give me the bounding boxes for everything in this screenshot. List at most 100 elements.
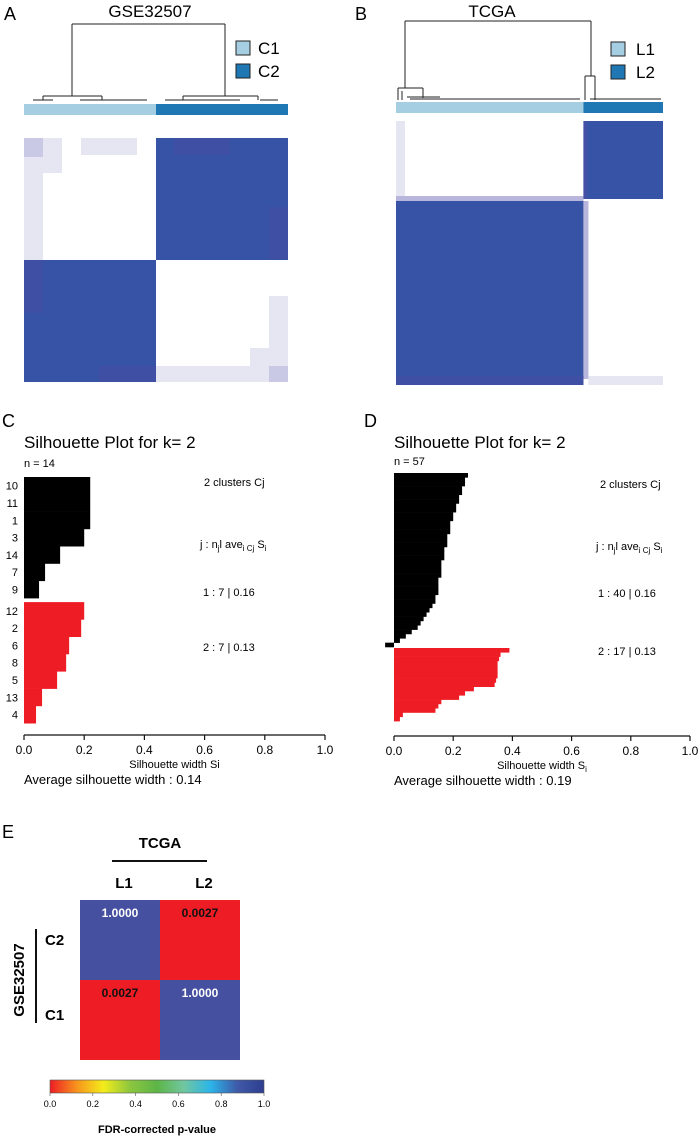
cluster-bar-segment — [583, 102, 663, 113]
heatmap-cell — [160, 980, 240, 1060]
silhouette-bar — [394, 568, 442, 574]
silhouette-bar — [394, 716, 400, 722]
panel-c-letter: C — [2, 411, 15, 431]
panel-d-letter: D — [364, 411, 377, 431]
silhouette-bar — [394, 708, 436, 713]
subheader-part: i Cj — [243, 544, 255, 553]
matrix-cell — [174, 138, 230, 155]
colorbar-tick-label: 0.8 — [215, 1099, 228, 1109]
colorbar — [49, 1079, 265, 1094]
panel-e-top-title: TCGA — [139, 835, 182, 852]
subheader-part: j — [217, 544, 220, 553]
silhouette-bar-label: 11 — [7, 498, 18, 510]
silhouette-bar — [24, 636, 70, 655]
subheader-part: i — [661, 546, 663, 555]
heatmap-cell-value: 1.0000 — [102, 906, 139, 920]
clusters-subheader: j : njl avei Cj Si — [595, 541, 663, 555]
silhouette-bar — [394, 612, 427, 617]
silhouette-bar-label: 7 — [12, 567, 18, 579]
silhouette-bar — [394, 703, 439, 709]
silhouette-title: Silhouette Plot for k= 2 — [394, 433, 566, 452]
matrix-cell — [24, 260, 43, 313]
silhouette-bar — [394, 486, 463, 491]
legend-label: L2 — [636, 63, 655, 82]
cluster-bar-segment — [156, 104, 288, 115]
matrix-block-high — [156, 138, 288, 260]
x-tick-label: 0.0 — [16, 743, 33, 757]
panel-b-cluster-bar — [396, 102, 663, 113]
x-tick-label: 0.2 — [76, 743, 93, 757]
silhouette-bar — [394, 629, 412, 635]
silhouette-bar — [394, 669, 498, 675]
silhouette-bar — [385, 642, 394, 648]
panel-b-letter: B — [355, 4, 367, 24]
silhouette-bar — [24, 688, 43, 707]
silhouette-bar-label: 5 — [12, 675, 18, 687]
legend-swatch — [235, 63, 251, 79]
silhouette-bar-label: 13 — [6, 692, 18, 704]
subheader-part: j — [613, 546, 616, 555]
panel-a-consensus-matrix — [24, 138, 288, 382]
silhouette-n-label: n = 14 — [24, 458, 55, 470]
silhouette-bar — [394, 494, 460, 500]
panel-b-title: TCGA — [468, 2, 516, 21]
silhouette-bar — [394, 577, 439, 583]
silhouette-bar — [394, 512, 454, 517]
silhouette-bar — [394, 678, 497, 683]
panel-b-consensus-matrix — [396, 121, 663, 385]
silhouette-bar — [24, 619, 82, 637]
silhouette-bar-label: 1 — [12, 515, 18, 527]
silhouette-bar — [394, 533, 448, 539]
clusters-header: 2 clusters Cj — [204, 477, 265, 489]
panel-a-letter: A — [4, 4, 16, 24]
x-tick-label: 1.0 — [682, 744, 699, 758]
silhouette-bar-label: 12 — [6, 606, 18, 618]
silhouette-bar — [394, 594, 436, 600]
matrix-cell — [81, 138, 137, 155]
subheader-part: l ave — [220, 539, 243, 551]
silhouette-bar — [394, 616, 424, 622]
silhouette-bar — [394, 590, 439, 596]
matrix-cell — [24, 138, 43, 157]
legend-label: C2 — [258, 62, 280, 81]
heatmap-cell-value: 1.0000 — [182, 986, 219, 1000]
silhouette-bar — [24, 602, 85, 620]
legend-label: C1 — [258, 39, 280, 58]
heatmap-cell-value: 0.0027 — [182, 906, 219, 920]
silhouette-bar — [394, 682, 495, 687]
silhouette-bar — [394, 691, 466, 696]
silhouette-bar — [394, 638, 400, 643]
average-silhouette-width: Average silhouette width : 0.14 — [24, 772, 202, 787]
matrix-cell — [156, 366, 288, 382]
cluster-summary: 2 : 17 | 0.13 — [598, 646, 656, 658]
silhouette-bar — [24, 563, 46, 582]
silhouette-bar — [394, 652, 501, 657]
silhouette-bar — [394, 564, 442, 569]
silhouette-bar — [394, 648, 510, 653]
silhouette-bar-label: 10 — [6, 481, 18, 493]
silhouette-bar — [24, 654, 67, 672]
silhouette-bar — [24, 671, 58, 689]
x-tick-label: 0.2 — [445, 744, 462, 758]
colorbar-tick-label: 0.6 — [172, 1099, 185, 1109]
x-tick-label: 0.4 — [504, 744, 521, 758]
matrix-cell — [269, 207, 288, 259]
matrix-block-high — [396, 199, 584, 385]
silhouette-bar — [394, 481, 466, 487]
silhouette-bar — [394, 538, 448, 543]
silhouette-bar — [24, 511, 91, 530]
subheader-part: l ave — [616, 541, 639, 553]
silhouette-bar — [394, 665, 498, 670]
silhouette-bar — [24, 705, 37, 724]
subheader-part: i Cj — [639, 546, 651, 555]
x-tick-label: 0.0 — [386, 744, 403, 758]
cluster-summary: 1 : 40 | 0.16 — [598, 588, 656, 600]
x-tick-label: 0.6 — [563, 744, 580, 758]
panel-a-dendrogram — [33, 23, 278, 101]
silhouette-bar-label: 6 — [12, 640, 18, 652]
silhouette-bar — [394, 581, 439, 587]
legend-swatch — [235, 40, 251, 56]
matrix-cell — [269, 366, 288, 382]
